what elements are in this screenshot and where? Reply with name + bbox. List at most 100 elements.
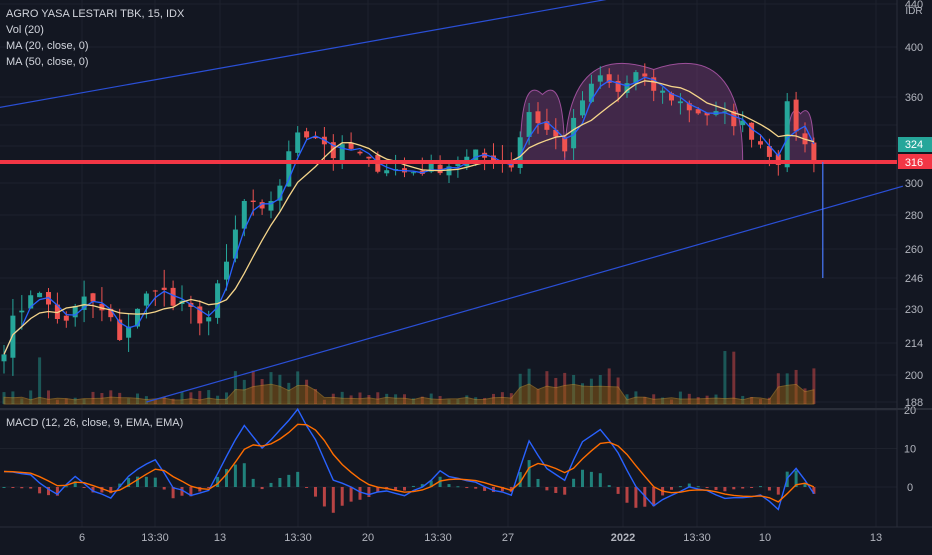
candle-body: [1, 354, 7, 362]
time-tick-label: 13: [870, 532, 882, 544]
arc-overlay: [519, 89, 566, 163]
time-tick-label: 6: [79, 532, 85, 544]
candle-body: [81, 296, 87, 310]
time-tick-label: 13:30: [141, 532, 169, 544]
candle-body: [126, 326, 132, 338]
macd-histogram-bar: [732, 487, 736, 490]
legend-ma50[interactable]: MA (50, close, 0): [6, 56, 89, 68]
legend-volume[interactable]: Vol (20): [6, 24, 44, 36]
macd-histogram-bar: [118, 483, 122, 487]
candle-body: [161, 287, 167, 290]
candle-body: [37, 292, 43, 298]
macd-histogram-bar: [225, 469, 228, 487]
prev-price-badge: [898, 137, 932, 152]
candle-body: [197, 306, 203, 324]
symbol-title[interactable]: AGRO YASA LESTARI TBK, 15, IDX: [6, 8, 185, 20]
macd-histogram-bar: [545, 487, 549, 491]
macd-histogram-bar: [171, 487, 175, 499]
candle-body: [63, 315, 69, 321]
candle-body: [615, 80, 621, 92]
macd-histogram-bar: [714, 487, 718, 491]
time-tick-label: 2022: [611, 532, 635, 544]
macd-histogram-bar: [411, 485, 415, 487]
macd-histogram-bar: [100, 487, 104, 493]
macd-histogram-bar: [696, 486, 700, 488]
macd-histogram-bar: [367, 487, 371, 498]
price-tick-label: 360: [905, 92, 923, 104]
grid-lines: [0, 0, 932, 528]
macd-histogram-bar: [723, 487, 727, 492]
macd-histogram-bar: [269, 482, 273, 487]
macd-histogram-bar: [705, 487, 709, 488]
candle-body: [348, 143, 354, 149]
candle-body: [117, 319, 123, 340]
candle-body: [446, 166, 452, 176]
main-legend: AGRO YASA LESTARI TBK, 15, IDX Vol (20) …: [6, 6, 184, 70]
macd-histogram-bar: [616, 487, 620, 494]
moving-averages: [3, 76, 815, 355]
candle-body: [295, 132, 301, 153]
time-tick-label: 13:30: [424, 532, 452, 544]
macd-histogram-bar: [803, 483, 807, 487]
candle-body: [686, 103, 692, 111]
macd-histogram-bar: [447, 484, 451, 487]
time-tick-label: 20: [362, 532, 374, 544]
candle-body: [428, 163, 434, 172]
volume-bar: [207, 390, 211, 404]
macd-histogram-bar: [73, 481, 77, 487]
candle-body: [330, 142, 336, 159]
candle-body: [517, 137, 523, 168]
candle-body: [437, 164, 443, 174]
legend-ma20[interactable]: MA (20, close, 0): [6, 40, 89, 52]
last-price-label: 316: [905, 157, 923, 169]
candle-body: [775, 154, 781, 165]
price-tick-label: 260: [905, 244, 923, 256]
candle-body: [232, 229, 238, 259]
candle-body: [766, 146, 772, 157]
macd-histogram-bar: [20, 487, 24, 489]
macd-histogram-bar: [216, 476, 220, 487]
macd-histogram-bar: [776, 487, 780, 495]
candle-body: [660, 90, 666, 93]
candle-body: [677, 101, 683, 104]
candle-body: [651, 77, 657, 91]
candle-body: [259, 202, 265, 209]
macd-histogram-bar: [500, 487, 504, 492]
legend-macd[interactable]: MACD (12, 26, close, 9, EMA, EMA): [6, 417, 184, 429]
arc-overlay: [564, 62, 744, 163]
price-tick-label: 300: [905, 178, 923, 190]
candle-body: [206, 317, 212, 322]
macd-histogram-bar: [527, 460, 531, 487]
time-tick-label: 13:30: [683, 532, 711, 544]
volume-bar: [91, 391, 95, 404]
candle-body: [704, 112, 710, 116]
time-tick-label: 13:30: [284, 532, 312, 544]
candle-body: [277, 185, 283, 201]
candle-body: [339, 144, 345, 162]
macd-histogram-bar: [278, 477, 282, 487]
macd-histogram-bar: [687, 483, 691, 487]
candle-body: [143, 293, 149, 306]
price-tick-label: 230: [905, 304, 923, 316]
candle-body: [553, 129, 559, 137]
ma20-line: [3, 76, 815, 355]
candle-body: [357, 151, 363, 154]
candle-body: [544, 121, 550, 130]
macd-histogram-bar: [358, 487, 362, 500]
macd-histogram-bar: [144, 476, 148, 487]
macd-histogram-bar: [2, 487, 6, 488]
candle-body: [562, 137, 568, 152]
macd-histogram-bar: [492, 487, 495, 493]
candle-body: [597, 75, 603, 82]
macd-histogram-bar: [554, 487, 558, 493]
candle-body: [793, 99, 799, 132]
volume-bar: [38, 357, 42, 404]
volume-bar: [812, 368, 816, 404]
macd-histogram-bar: [296, 471, 300, 487]
candle-body: [286, 151, 292, 187]
lower-trendline: [146, 185, 904, 403]
candle-body: [99, 303, 105, 311]
volume-bar: [198, 390, 202, 404]
